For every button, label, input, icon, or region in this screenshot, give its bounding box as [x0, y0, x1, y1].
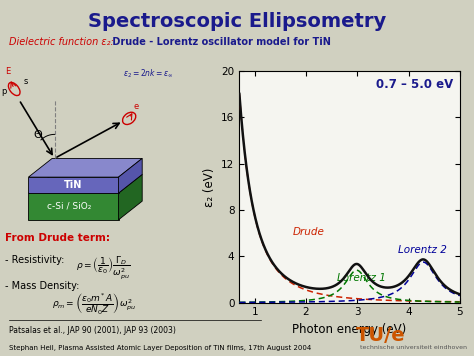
Text: Lorentz 1: Lorentz 1 — [337, 273, 386, 283]
Text: Drude - Lorentz oscillator model for TiN: Drude - Lorentz oscillator model for TiN — [109, 37, 331, 47]
Text: c-Si / SiO₂: c-Si / SiO₂ — [47, 202, 91, 211]
Text: 0.7 – 5.0 eV: 0.7 – 5.0 eV — [376, 78, 453, 91]
Text: Drude: Drude — [293, 227, 325, 237]
Text: $\varepsilon_2 = 2nk = \varepsilon_\infty$: $\varepsilon_2 = 2nk = \varepsilon_\inft… — [123, 68, 174, 80]
Y-axis label: ε₂ (eV): ε₂ (eV) — [203, 167, 216, 206]
Text: technische universiteit eindhoven: technische universiteit eindhoven — [360, 345, 467, 350]
Text: e: e — [134, 102, 139, 111]
Polygon shape — [118, 174, 142, 220]
Text: $\rho = \left(\dfrac{1}{\varepsilon_0}\right)\dfrac{\Gamma_D}{\omega_{pu}^2}$: $\rho = \left(\dfrac{1}{\varepsilon_0}\r… — [76, 255, 130, 281]
Text: TiN: TiN — [64, 180, 82, 190]
Text: Dielectric function ε₂:: Dielectric function ε₂: — [9, 37, 118, 47]
Text: Lorentz 2: Lorentz 2 — [398, 245, 447, 255]
Polygon shape — [28, 158, 142, 177]
Polygon shape — [118, 158, 142, 193]
Text: Spectroscopic Ellipsometry: Spectroscopic Ellipsometry — [88, 12, 386, 31]
Text: $\rho_m = \left(\dfrac{\varepsilon_0 m^* A}{e N_0 Z}\right)\omega_{pu}^2$: $\rho_m = \left(\dfrac{\varepsilon_0 m^*… — [52, 292, 137, 317]
Text: From Drude term:: From Drude term: — [5, 233, 110, 243]
Text: TU/e: TU/e — [356, 326, 405, 345]
Text: Patsalas et al., JAP 90 (2001), JAP 93 (2003): Patsalas et al., JAP 90 (2001), JAP 93 (… — [9, 326, 176, 335]
Text: p: p — [1, 87, 7, 96]
Text: E: E — [5, 67, 10, 76]
Polygon shape — [28, 174, 142, 193]
Polygon shape — [28, 177, 118, 193]
Text: - Resistivity:: - Resistivity: — [5, 255, 64, 265]
Polygon shape — [28, 193, 118, 220]
Text: s: s — [24, 77, 28, 86]
X-axis label: Photon energy (eV): Photon energy (eV) — [292, 323, 407, 336]
Text: Θ: Θ — [33, 130, 42, 140]
Text: Stephan Heil, Plasma Assisted Atomic Layer Deposition of TiN films, 17th August : Stephan Heil, Plasma Assisted Atomic Lay… — [9, 345, 312, 351]
Text: - Mass Density:: - Mass Density: — [5, 281, 79, 291]
